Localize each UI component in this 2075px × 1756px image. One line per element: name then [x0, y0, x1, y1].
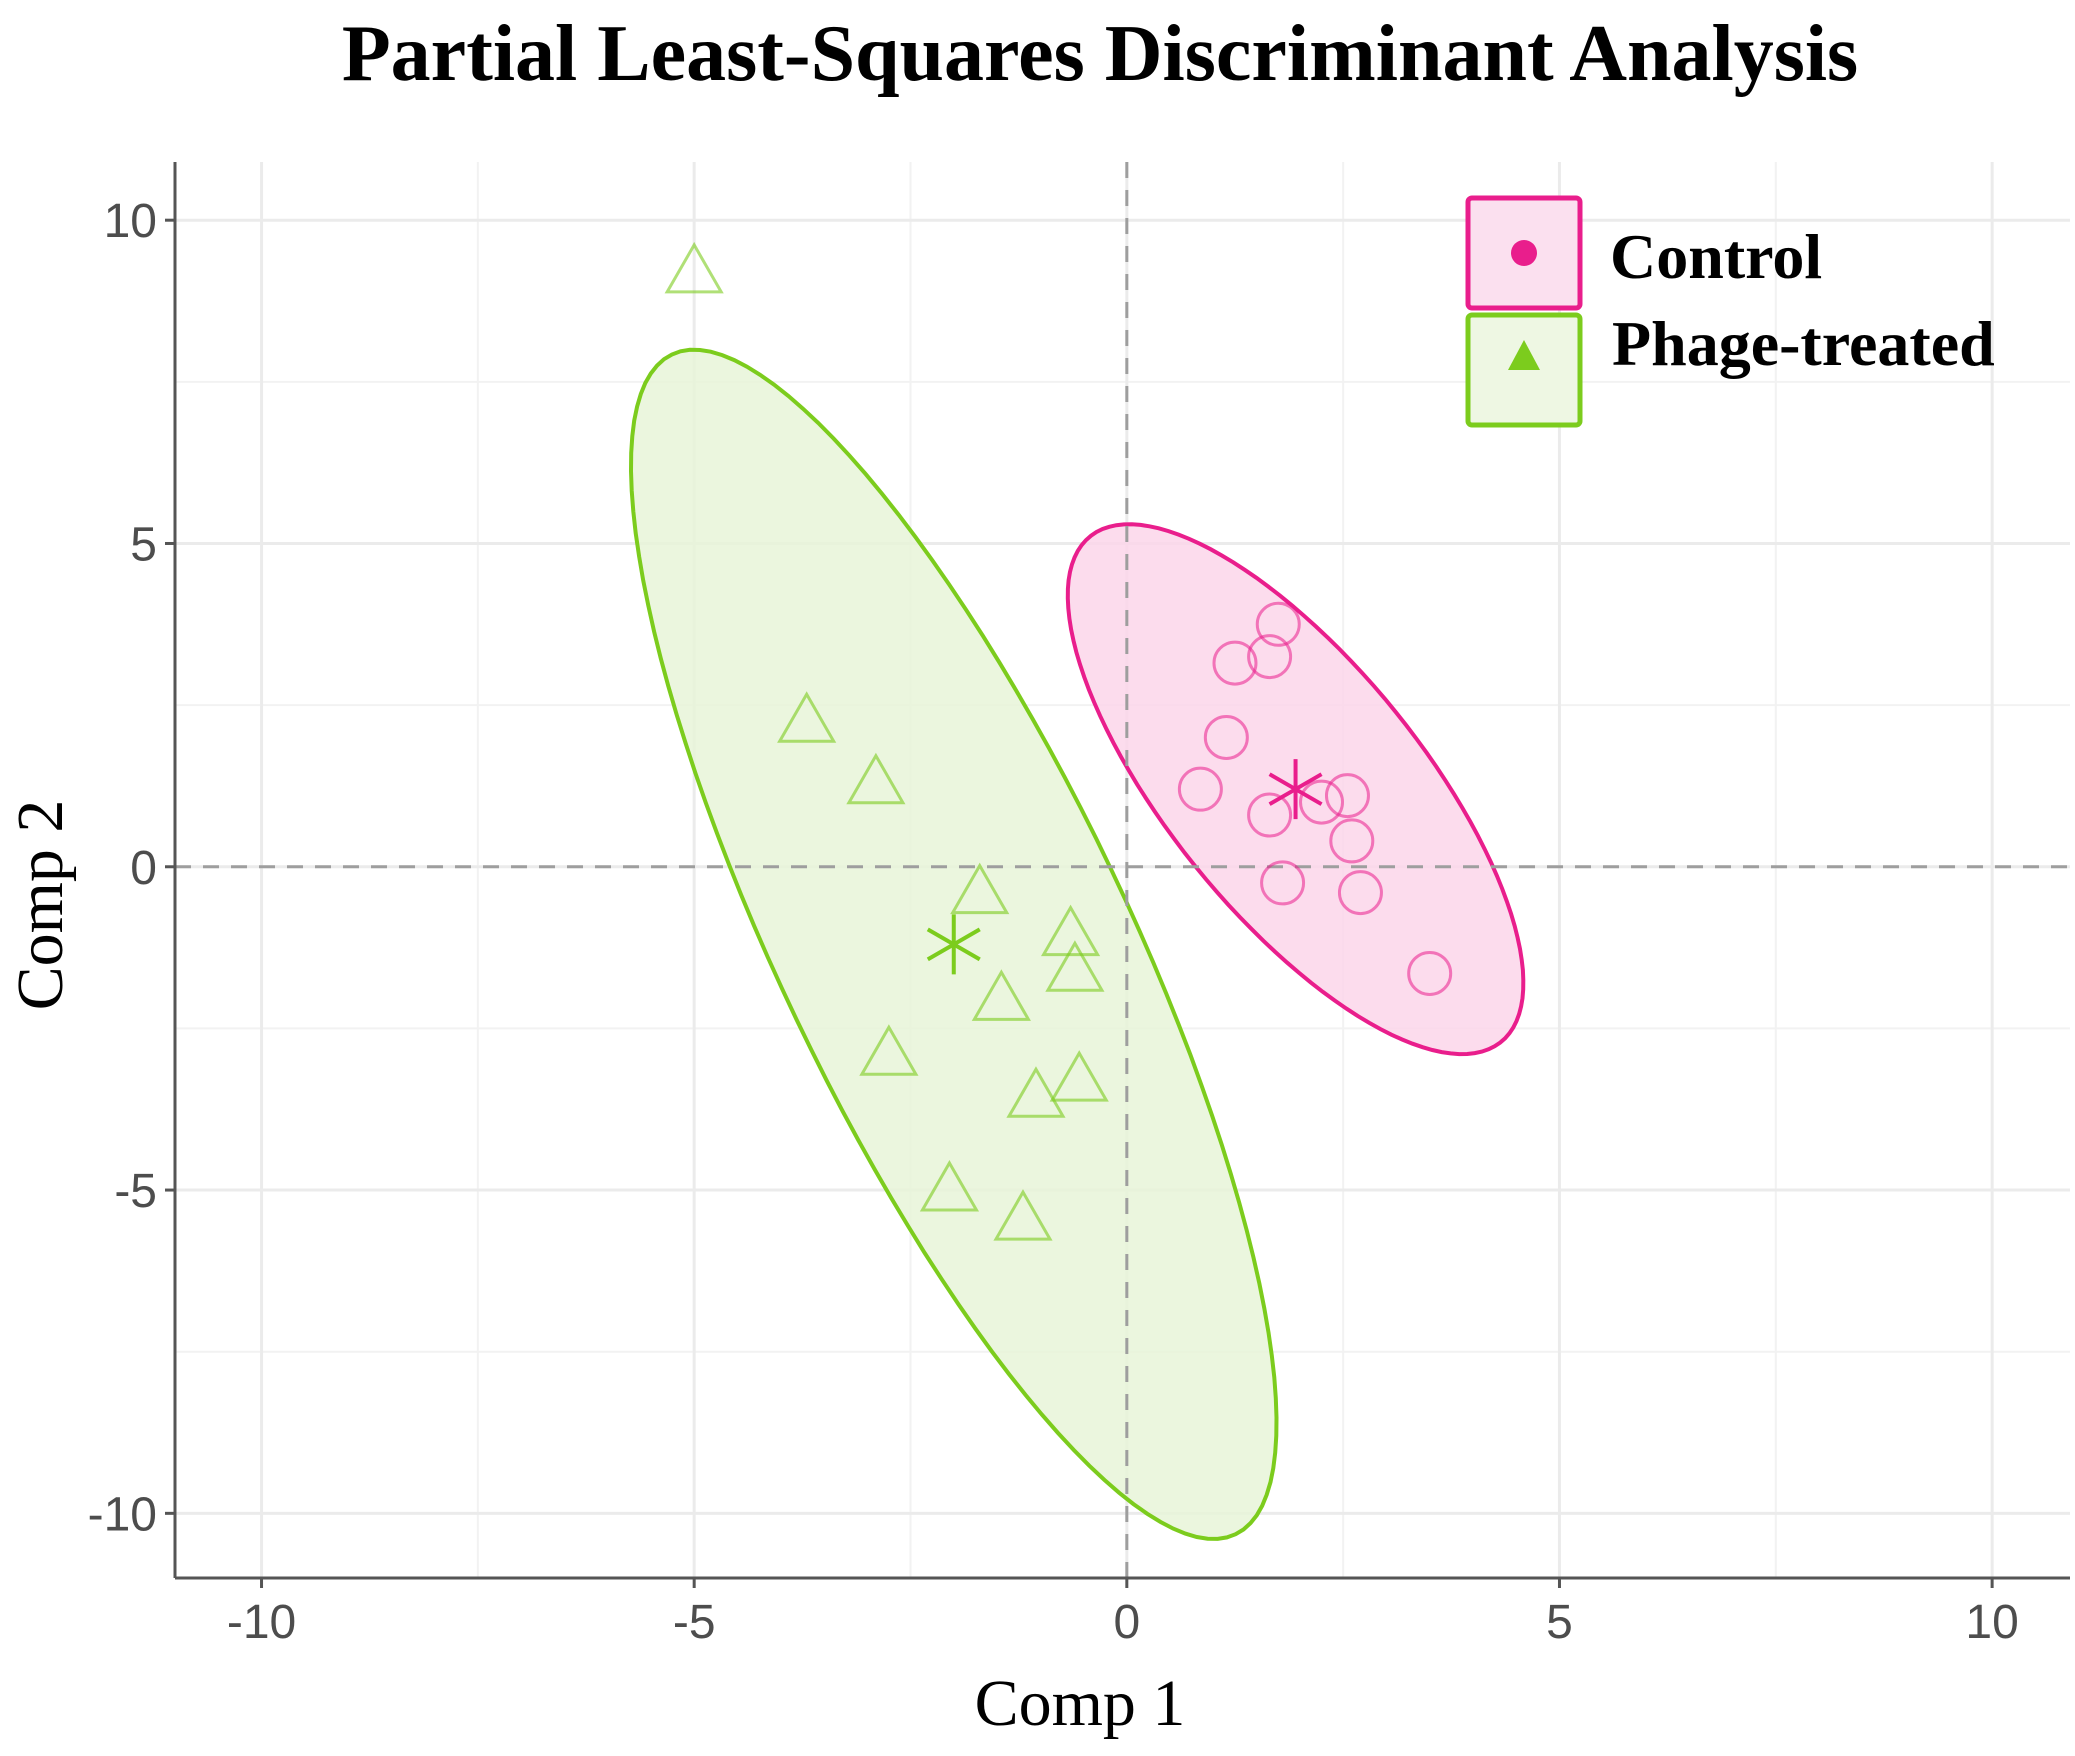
- data-point-phage-treated: [859, 1024, 919, 1076]
- data-point-control: [1299, 779, 1345, 825]
- y-tick-label: 5: [130, 518, 157, 571]
- y-tick-label: -10: [88, 1488, 157, 1541]
- data-point-phage-treated: [1006, 1066, 1066, 1118]
- data-point-control: [1324, 773, 1370, 819]
- data-point-control: [1260, 860, 1306, 906]
- points-layer: [664, 241, 1453, 1241]
- data-point-phage-treated: [950, 862, 1010, 915]
- centroid-marker-phage-treated: [926, 914, 981, 975]
- data-point-phage-treated: [846, 752, 906, 805]
- data-point-phage-treated: [993, 1189, 1053, 1241]
- y-tick-label: 10: [104, 195, 157, 248]
- data-point-control: [1407, 950, 1453, 996]
- x-tick-label: 5: [1546, 1596, 1573, 1649]
- data-point-phage-treated: [1040, 904, 1101, 957]
- y-tick-label: 0: [130, 842, 157, 895]
- legend-triangle-icon: [1508, 340, 1540, 370]
- data-point-control: [1203, 714, 1249, 760]
- data-point-control: [1247, 792, 1293, 838]
- reference-lines: [175, 162, 2070, 1578]
- centroid-stroke: [1268, 772, 1323, 806]
- data-point-control: [1212, 640, 1258, 686]
- data-point-phage-treated: [1045, 940, 1105, 992]
- x-tick-label: -5: [673, 1596, 716, 1649]
- y-tick-label: -5: [114, 1165, 157, 1218]
- chart-title: Partial Least-Squares Discriminant Analy…: [342, 10, 1858, 98]
- legend-label-phage-treated: Phage-treated: [1612, 308, 1995, 379]
- x-tick-label: 10: [1965, 1596, 2018, 1649]
- data-point-phage-treated: [971, 969, 1031, 1021]
- data-point-control: [1247, 634, 1293, 680]
- legend-label-control: Control: [1610, 221, 1822, 292]
- y-axis-title: Comp 2: [4, 800, 77, 1011]
- x-tick-label: 0: [1113, 1596, 1140, 1649]
- data-point-phage-treated: [1049, 1050, 1109, 1102]
- legend: Control Phage-treated: [1465, 195, 1995, 428]
- ticks-layer: -10 -5 0 5 10 -10 -5 0 5 10: [88, 195, 2019, 1649]
- x-tick-label: -10: [227, 1596, 296, 1649]
- x-axis-title: Comp 1: [975, 1667, 1186, 1740]
- data-point-control: [1337, 870, 1383, 916]
- centroid-stroke: [926, 927, 981, 962]
- axes-layer: [173, 162, 2070, 1580]
- data-point-phage-treated: [664, 241, 724, 294]
- data-point-phage-treated: [919, 1160, 980, 1212]
- data-point-control: [1177, 766, 1223, 812]
- data-point-control: [1255, 601, 1301, 647]
- legend-circle-icon: [1511, 240, 1537, 266]
- data-point-phage-treated: [777, 691, 837, 743]
- data-point-control: [1329, 818, 1375, 864]
- centroid-marker-control: [1268, 759, 1323, 820]
